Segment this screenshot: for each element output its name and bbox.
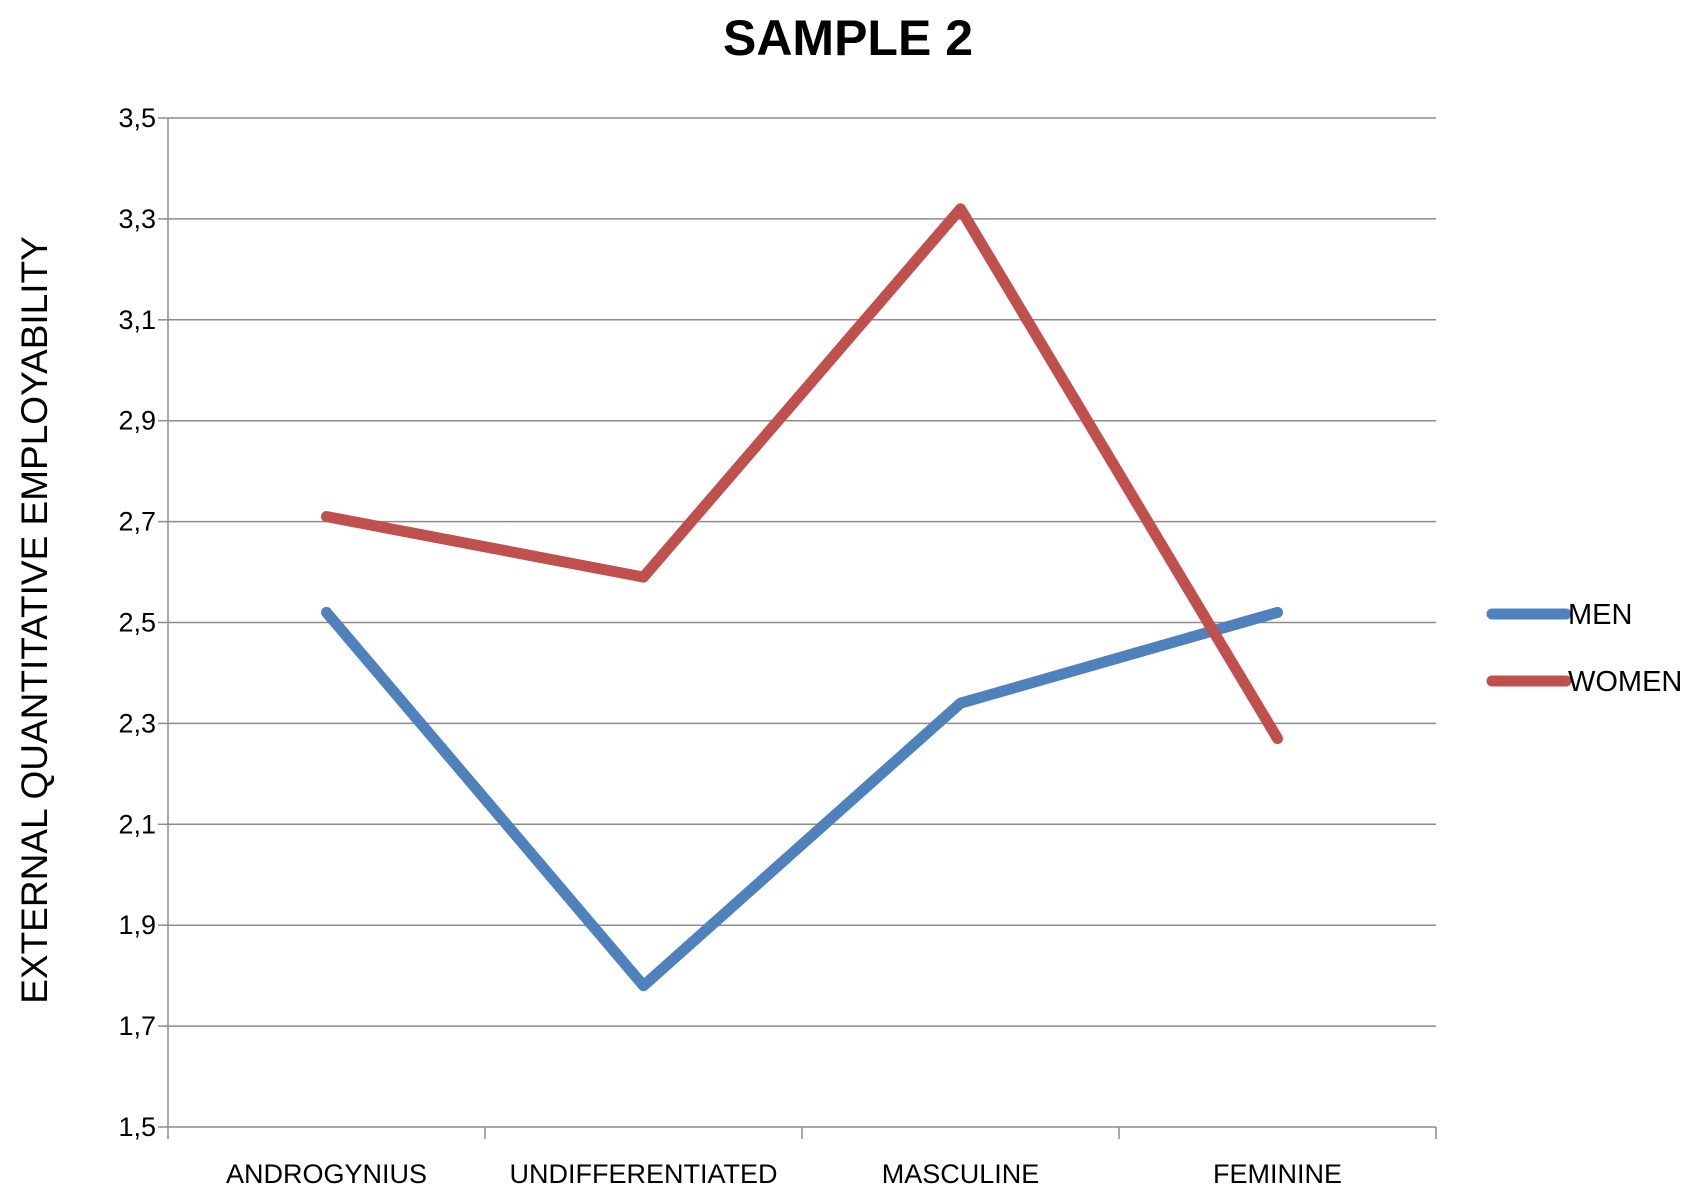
y-tick-label: 3,3 — [118, 204, 156, 234]
y-tick-label: 1,5 — [118, 1112, 156, 1142]
series-line-men — [321, 606, 1283, 992]
x-tick-label: UNDIFFERENTIATED — [510, 1159, 778, 1189]
x-tick-label: MASCULINE — [882, 1159, 1040, 1189]
y-tick-label: 2,5 — [118, 608, 156, 638]
y-tick-label: 3,5 — [118, 103, 156, 133]
y-tick-label: 1,7 — [118, 1011, 156, 1041]
gridlines — [168, 117, 1436, 1027]
y-tick-labels: 1,5 1,7 1,9 2,1 2,3 2,5 2,7 2,9 3,1 3,3 3,5 — [118, 103, 156, 1142]
chart-title: SAMPLE 2 — [723, 10, 973, 66]
y-tick-label: 3,1 — [118, 305, 156, 335]
y-tick-label: 2,1 — [118, 809, 156, 839]
axes — [158, 117, 1437, 1139]
x-tick-labels: ANDROGYNIUS UNDIFFERENTIATED MASCULINE FEMI… — [226, 1159, 1342, 1189]
y-tick-label: 2,3 — [118, 708, 156, 738]
legend: MEN WOMEN — [1486, 599, 1682, 698]
y-axis-label: EXTERNAL QUANTITATIVE EMPLOYABILITY — [14, 236, 55, 1004]
legend-label-men: MEN — [1568, 599, 1632, 631]
legend-label-women: WOMEN — [1568, 666, 1682, 698]
series-lines — [321, 203, 1283, 992]
y-tick-label: 2,9 — [118, 406, 156, 436]
y-tick-label: 1,9 — [118, 910, 156, 940]
x-tick-label: FEMININE — [1213, 1159, 1342, 1189]
y-tick-label: 2,7 — [118, 507, 156, 537]
x-tick-label: ANDROGYNIUS — [226, 1159, 427, 1189]
series-line-women — [321, 203, 1283, 745]
